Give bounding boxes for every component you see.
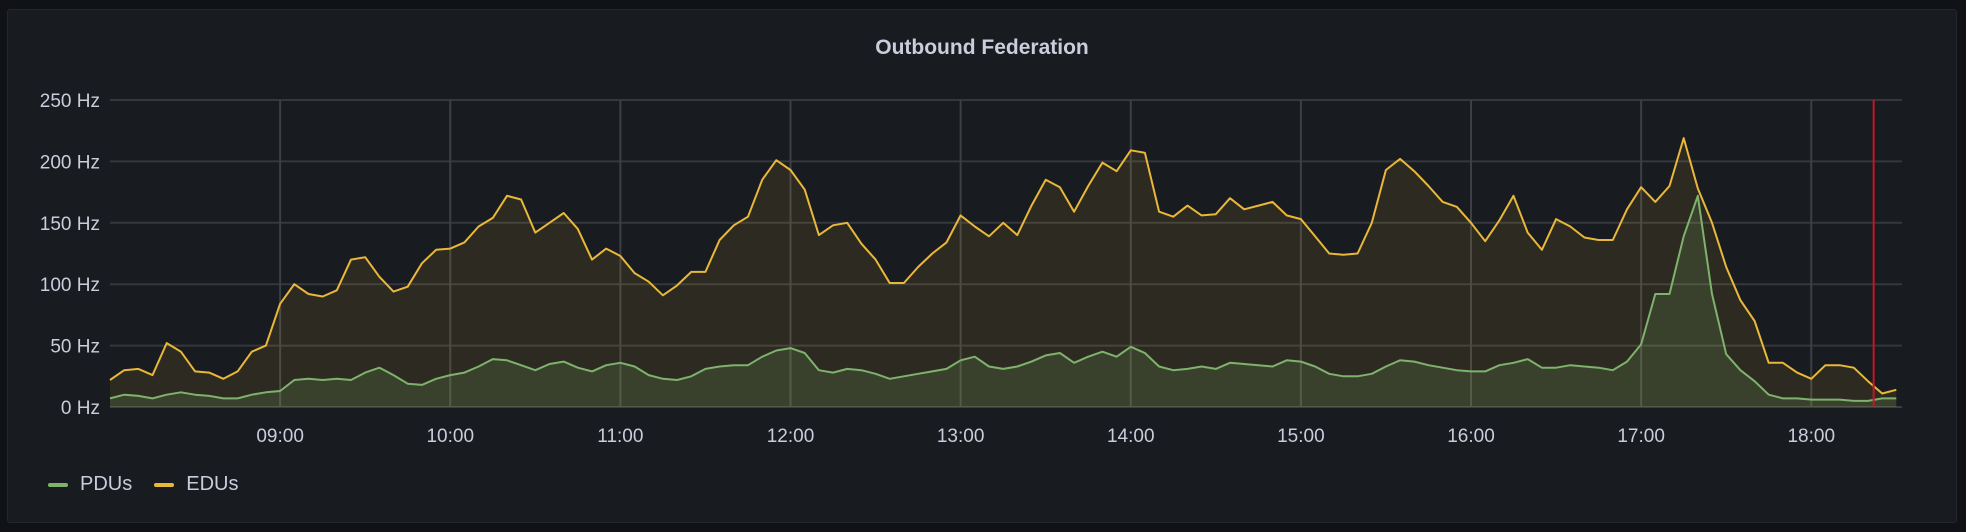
x-tick-label: 16:00: [1447, 426, 1495, 447]
series-area-pdus: [110, 195, 1897, 407]
legend-item-pdus[interactable]: PDUs: [48, 473, 132, 496]
legend-swatch-pdus: [48, 482, 68, 487]
x-tick-label: 12:00: [767, 426, 815, 447]
x-tick-label: 11:00: [597, 426, 643, 447]
x-tick-label: 18:00: [1787, 426, 1835, 447]
legend: PDUs EDUs: [48, 473, 238, 496]
x-tick-label: 09:00: [256, 426, 304, 447]
chart-title: Outbound Federation: [875, 36, 1089, 59]
x-tick-label: 14:00: [1107, 426, 1155, 447]
x-tick-label: 13:00: [937, 426, 985, 447]
y-tick-label: 0 Hz: [61, 398, 100, 419]
y-tick-label: 250 Hz: [40, 91, 100, 112]
legend-swatch-edus: [154, 482, 175, 487]
legend-label-pdus: PDUs: [80, 473, 133, 495]
y-tick-label: 150 Hz: [40, 214, 100, 235]
x-tick-label: 10:00: [426, 426, 474, 447]
legend-label-edus: EDUs: [186, 473, 239, 495]
y-tick-label: 200 Hz: [40, 152, 100, 173]
y-tick-label: 50 Hz: [50, 337, 100, 358]
y-tick-label: 100 Hz: [40, 275, 100, 296]
chart-panel: Outbound Federation: [7, 9, 1957, 523]
series-line-pdus: [109, 194, 1897, 402]
x-tick-label: 17:00: [1617, 426, 1665, 447]
series-line-edus: [109, 137, 1897, 395]
x-tick-label: 15:00: [1277, 426, 1325, 447]
legend-item-edus[interactable]: EDUs: [154, 473, 238, 496]
